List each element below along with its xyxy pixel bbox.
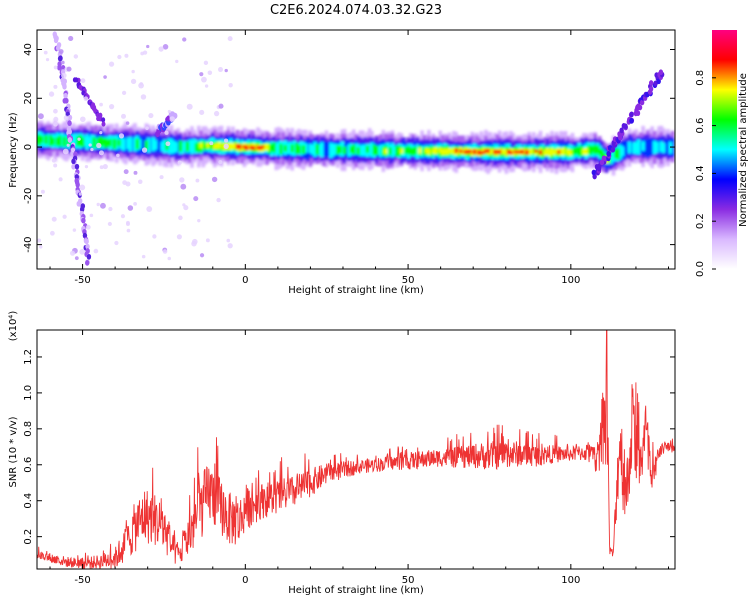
snr-x-ticks: -50 0 50 100: [49, 330, 669, 586]
y-tick-label: 0: [23, 144, 34, 150]
y-tick-label: 0.6: [23, 457, 34, 473]
y-tick-label: 1.2: [23, 349, 34, 365]
spectrogram-blobs: [37, 120, 675, 176]
spectrogram-x-ticks: -50 0 50 100: [49, 30, 669, 286]
x-tick-label: 50: [402, 275, 415, 286]
x-tick-label: 50: [402, 575, 415, 586]
snr-series: [37, 330, 675, 569]
colorbar-tick-label: 0.2: [695, 213, 706, 229]
x-tick-label: 100: [561, 275, 580, 286]
snr-panel: -50 0 50 100 0.2 0.4 0.6 0.8 1.0 1.2 Height of s…: [8, 311, 676, 596]
spectrogram-panel: -50 0 50 100 -40 -20 0 20 40 Height of straight…: [8, 29, 676, 296]
colorbar-scale: [712, 30, 737, 269]
snr-y-multiplier: (x10⁴): [8, 311, 19, 342]
y-tick-label: 0.8: [23, 421, 34, 437]
snr-frame: [36, 329, 676, 570]
y-tick-label: 40: [23, 43, 34, 56]
x-tick-label: 0: [242, 275, 248, 286]
colorbar-tick-label: 0.4: [695, 165, 706, 181]
snr-y-ticks: 0.2 0.4 0.6 0.8 1.0 1.2: [23, 349, 675, 545]
chart-title: C2E6.2024.074.03.32.G23: [270, 3, 442, 18]
colorbar-label: Normalized spectral amplitude: [738, 73, 749, 227]
y-tick-label: 1.0: [23, 385, 34, 401]
snr-line: [37, 330, 675, 569]
spectrogram-x-label: Height of straight line (km): [288, 285, 424, 296]
y-tick-label: 0.4: [23, 493, 34, 509]
spectrogram-heatmap: [37, 31, 675, 266]
snr-x-label: Height of straight line (km): [288, 585, 424, 596]
spectrogram-y-ticks: -40 -20 0 20 40: [23, 43, 675, 253]
x-tick-label: 0: [242, 575, 248, 586]
y-tick-label: -40: [23, 236, 34, 252]
colorbar: 0.0 0.2 0.4 0.6 0.8 Normalized spectral ampl…: [695, 30, 749, 277]
x-tick-label: -50: [74, 275, 90, 286]
colorbar-tick-label: 0.0: [695, 261, 706, 277]
x-tick-label: 100: [561, 575, 580, 586]
snr-y-label: SNR (10 * v/v): [8, 416, 19, 487]
spectrogram-y-label: Frequency (Hz): [8, 112, 19, 188]
spectrogram-frame: [36, 29, 676, 270]
y-tick-label: -20: [23, 188, 34, 204]
y-tick-label: 0.2: [23, 529, 34, 545]
y-tick-label: 20: [23, 92, 34, 105]
colorbar-tick-label: 0.6: [695, 118, 706, 134]
x-tick-label: -50: [74, 575, 90, 586]
colorbar-tick-label: 0.8: [695, 70, 706, 86]
colorbar-ticks: 0.0 0.2 0.4 0.6 0.8: [695, 70, 716, 277]
